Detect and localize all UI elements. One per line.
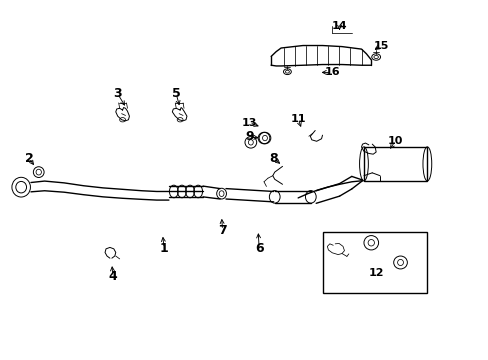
Text: 9: 9 bbox=[244, 130, 253, 144]
Text: 10: 10 bbox=[387, 136, 403, 145]
Text: 15: 15 bbox=[372, 41, 388, 50]
Text: 16: 16 bbox=[324, 67, 339, 77]
Text: 7: 7 bbox=[218, 224, 226, 237]
Text: 8: 8 bbox=[269, 152, 278, 165]
Text: 1: 1 bbox=[160, 242, 168, 255]
Text: 5: 5 bbox=[171, 87, 180, 100]
Text: 3: 3 bbox=[113, 87, 122, 100]
Text: 6: 6 bbox=[254, 242, 263, 255]
Text: 14: 14 bbox=[331, 21, 346, 31]
Text: 13: 13 bbox=[241, 118, 257, 128]
Text: 11: 11 bbox=[290, 114, 305, 124]
Text: 2: 2 bbox=[24, 152, 33, 165]
Text: 12: 12 bbox=[367, 268, 383, 278]
Text: 4: 4 bbox=[108, 270, 117, 283]
Bar bbox=[322, 232, 427, 293]
Bar bbox=[363, 147, 427, 181]
